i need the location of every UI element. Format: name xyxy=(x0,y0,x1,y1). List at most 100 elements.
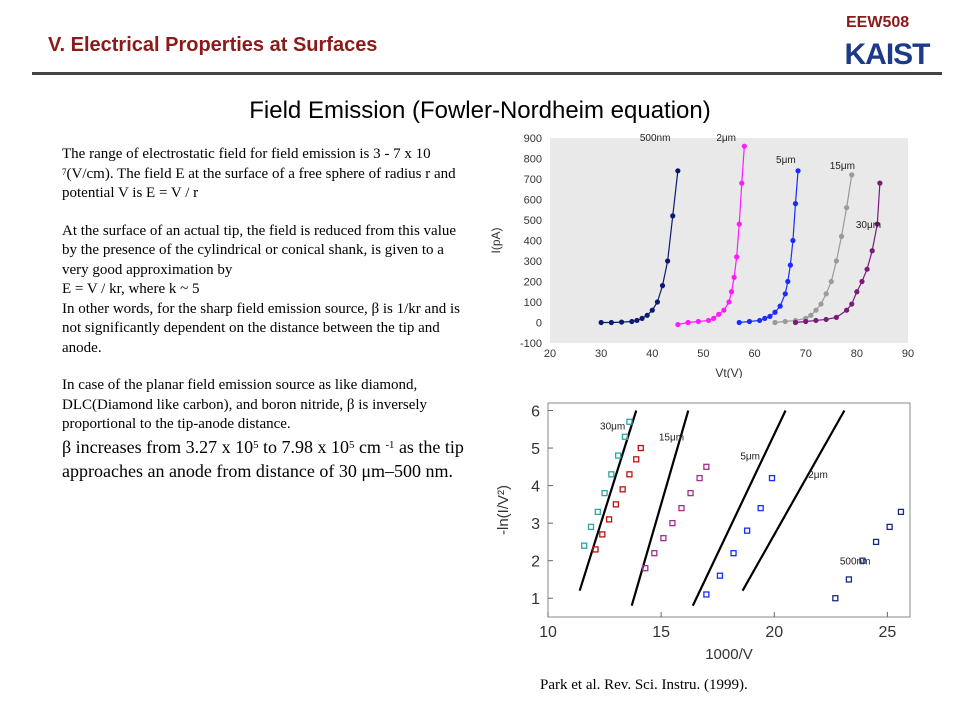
data-point xyxy=(721,307,727,313)
section-title: V. Electrical Properties at Surfaces xyxy=(48,34,378,56)
data-point xyxy=(739,180,745,186)
plot-frame xyxy=(547,402,911,618)
data-point xyxy=(736,319,742,326)
data-point xyxy=(685,319,691,326)
data-point xyxy=(795,168,801,174)
data-point xyxy=(599,531,606,538)
x-tick-label: 30 xyxy=(595,348,607,360)
data-point xyxy=(619,486,626,493)
y-tick-label: 4 xyxy=(531,479,540,496)
data-point xyxy=(869,248,875,254)
y-tick-label: 6 xyxy=(531,404,540,421)
data-point xyxy=(581,542,588,549)
series-label: 5μm xyxy=(776,155,796,166)
data-point xyxy=(669,519,676,527)
data-point xyxy=(634,317,640,324)
data-point xyxy=(621,433,629,440)
data-point xyxy=(633,456,640,463)
data-point xyxy=(790,237,796,244)
data-point xyxy=(601,489,608,497)
data-point xyxy=(644,312,650,318)
data-point xyxy=(594,508,601,516)
data-point xyxy=(705,317,712,324)
x-tick-label: 60 xyxy=(748,348,760,360)
fit-line xyxy=(630,410,690,607)
data-point xyxy=(757,317,763,324)
data-point xyxy=(792,319,799,326)
y-tick-label: 400 xyxy=(524,236,542,248)
data-point xyxy=(731,274,737,280)
data-point xyxy=(614,452,622,459)
data-point xyxy=(782,318,788,325)
x-tick-label: 70 xyxy=(800,348,812,360)
data-point xyxy=(849,172,855,178)
header-divider xyxy=(32,72,942,75)
y-axis-label: -ln(I/V²) xyxy=(495,485,512,535)
paragraph-beta-summary: β increases from 3.27 x 105 to 7.98 x 10… xyxy=(62,436,464,481)
paragraph-sharp-source: In other words, for the sharp field emis… xyxy=(62,300,460,356)
series-label: 15μm xyxy=(830,161,855,172)
series-label: 500nm xyxy=(840,556,871,567)
data-point xyxy=(845,576,853,583)
data-point xyxy=(659,283,666,289)
data-point xyxy=(637,444,644,452)
data-point xyxy=(813,317,819,324)
series-label: 15μm xyxy=(659,433,684,444)
data-point xyxy=(886,523,893,531)
fit-line xyxy=(578,410,638,592)
kaist-logo-text: KAIST xyxy=(845,38,931,68)
data-point xyxy=(741,143,747,149)
x-tick-label: 80 xyxy=(851,348,863,360)
data-point xyxy=(703,463,710,470)
data-point xyxy=(746,318,753,325)
series-label: 2μm xyxy=(808,470,828,481)
y-tick-label: 200 xyxy=(524,277,542,289)
y-tick-label: 600 xyxy=(524,195,542,207)
data-point xyxy=(626,471,633,478)
y-tick-label: 800 xyxy=(524,154,542,166)
x-tick-label: 90 xyxy=(902,348,914,360)
data-point xyxy=(772,309,778,315)
course-code: EEW508 xyxy=(846,14,910,31)
data-point xyxy=(629,318,635,325)
data-point xyxy=(649,307,655,313)
data-point xyxy=(642,565,649,572)
y-tick-label: 1 xyxy=(531,591,540,608)
body-text: The range of electrostatic field for fie… xyxy=(62,145,472,483)
x-axis-label: 1000/V xyxy=(705,646,753,663)
data-point xyxy=(838,233,845,239)
data-point xyxy=(823,316,829,323)
series-label: 30μm xyxy=(600,421,625,432)
data-point xyxy=(757,504,764,512)
y-tick-label: 700 xyxy=(524,174,542,186)
data-point xyxy=(608,319,614,326)
series-label: 2μm xyxy=(716,133,736,144)
data-point xyxy=(777,303,783,309)
data-point xyxy=(859,557,866,564)
slide-title: Field Emission (Fowler-Nordheim equation… xyxy=(249,97,711,124)
data-point xyxy=(703,591,710,598)
paragraph-planar-source: In case of the planar field emission sou… xyxy=(62,377,428,432)
y-tick-label: -100 xyxy=(520,338,542,350)
y-tick-label: 2 xyxy=(531,554,540,571)
data-point xyxy=(849,301,855,307)
data-point xyxy=(844,307,850,313)
x-tick-label: 20 xyxy=(544,348,556,360)
data-point xyxy=(639,315,645,321)
data-point xyxy=(619,319,625,325)
data-point xyxy=(675,168,681,174)
data-point xyxy=(803,318,809,325)
data-point xyxy=(687,489,694,497)
data-point xyxy=(772,319,778,326)
series-label: 5μm xyxy=(740,451,760,462)
x-tick-label: 10 xyxy=(539,624,557,641)
paragraph-field-range: The range of electrostatic field for fie… xyxy=(62,146,456,201)
data-point xyxy=(897,508,905,516)
data-point xyxy=(768,474,776,482)
data-point xyxy=(711,315,717,321)
data-point xyxy=(872,538,880,546)
x-tick-label: 40 xyxy=(646,348,658,360)
y-axis-label: I(pA) xyxy=(489,227,503,253)
data-point xyxy=(592,546,599,553)
data-point xyxy=(695,318,701,325)
